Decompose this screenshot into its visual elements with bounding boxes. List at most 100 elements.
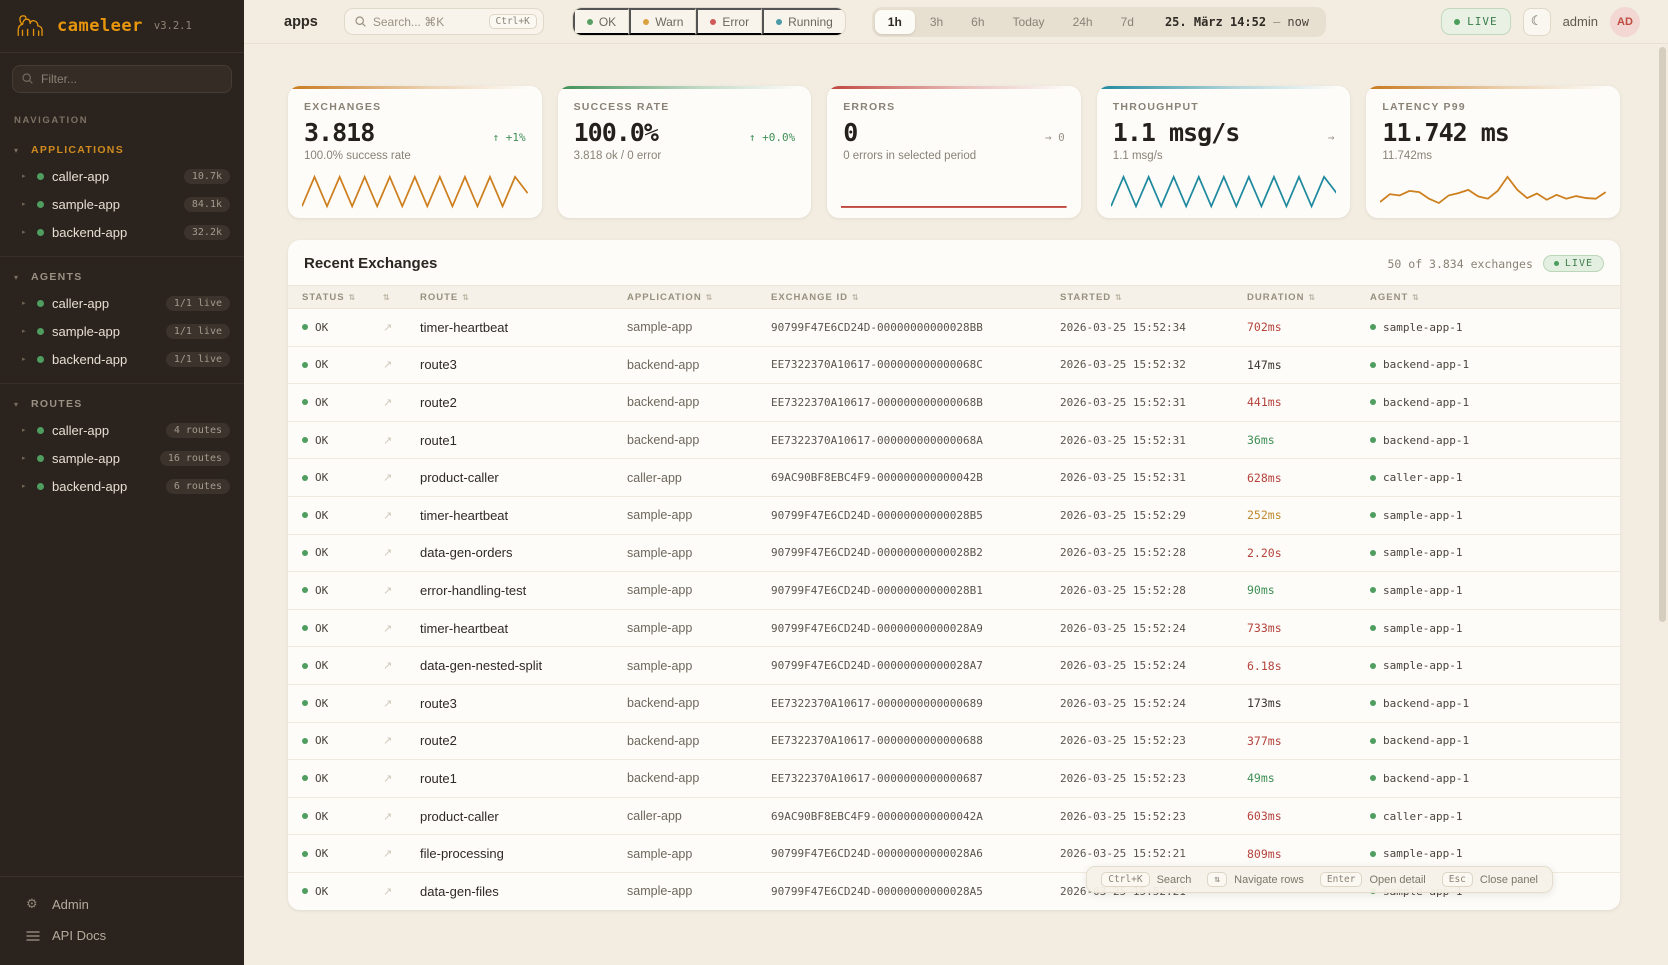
table-row[interactable]: OK ↗ data-gen-nested-split sample-app 90799F… bbox=[288, 647, 1620, 685]
open-exchange-icon[interactable]: ↗ bbox=[383, 433, 393, 447]
sidebar-item-applications-backend-app[interactable]: ▸ backend-app 32.2k bbox=[0, 218, 244, 246]
table-row[interactable]: OK ↗ route2 backend-app EE7322370A10617-0000… bbox=[288, 384, 1620, 422]
open-exchange-icon[interactable]: ↗ bbox=[383, 696, 393, 710]
sidebar-item-applications-caller-app[interactable]: ▸ caller-app 10.7k bbox=[0, 162, 244, 190]
search-box[interactable]: Ctrl+K bbox=[343, 8, 544, 35]
ok-status-dot bbox=[302, 512, 308, 519]
open-exchange-icon[interactable]: ↗ bbox=[383, 847, 393, 861]
application-cell: sample-app bbox=[627, 583, 693, 598]
time-range-7d[interactable]: 7d bbox=[1108, 10, 1147, 34]
sidebar-item-agents-backend-app[interactable]: ▸ backend-app 1/1 live bbox=[0, 345, 244, 373]
column-header-exchange-id[interactable]: EXCHANGE ID ⇅ bbox=[771, 292, 1060, 303]
agent-status-dot bbox=[1370, 775, 1376, 782]
sidebar-item-agents-sample-app[interactable]: ▸ sample-app 1/1 live bbox=[0, 317, 244, 345]
time-range-24h[interactable]: 24h bbox=[1060, 10, 1106, 34]
table-live-badge[interactable]: LIVE bbox=[1542, 255, 1604, 272]
column-header-application[interactable]: APPLICATION ⇅ bbox=[627, 292, 771, 303]
open-exchange-icon[interactable]: ↗ bbox=[383, 358, 393, 372]
time-range-6h[interactable]: 6h bbox=[958, 10, 997, 34]
application-cell: backend-app bbox=[627, 733, 700, 748]
theme-toggle-button[interactable]: ☾ bbox=[1522, 7, 1551, 36]
column-header-duration[interactable]: DURATION ⇅ bbox=[1247, 292, 1370, 303]
open-exchange-icon[interactable]: ↗ bbox=[383, 395, 393, 409]
open-exchange-icon[interactable]: ↗ bbox=[383, 771, 393, 785]
live-badge[interactable]: LIVE bbox=[1441, 8, 1511, 35]
kpi-card-success-rate[interactable]: SUCCESS RATE 100.0% ↑ +0.0% 3.818 ok / 0 er… bbox=[557, 86, 812, 218]
table-row[interactable]: OK ↗ error-handling-test sample-app 90799F47… bbox=[288, 572, 1620, 610]
live-label: LIVE bbox=[1467, 15, 1498, 28]
brand[interactable]: cameleer v3.2.1 bbox=[0, 0, 244, 53]
table-row[interactable]: OK ↗ timer-heartbeat sample-app 90799F47E6CD… bbox=[288, 497, 1620, 535]
application-cell: backend-app bbox=[627, 357, 700, 372]
sidebar-item-applications-sample-app[interactable]: ▸ sample-app 84.1k bbox=[0, 190, 244, 218]
sidebar-filter-input[interactable] bbox=[12, 65, 232, 93]
column-header-route[interactable]: ROUTE ⇅ bbox=[420, 292, 627, 303]
sidebar-section-header-routes[interactable]: ▾ ROUTES bbox=[0, 392, 244, 416]
open-exchange-icon[interactable]: ↗ bbox=[383, 659, 393, 673]
status-filter-group: OK Warn Error Running bbox=[571, 7, 846, 36]
kpi-card-throughput[interactable]: THROUGHPUT 1.1 msg/s → 1.1 msg/s bbox=[1096, 86, 1351, 218]
open-exchange-icon[interactable]: ↗ bbox=[383, 884, 393, 898]
kpi-subtitle: 11.742ms bbox=[1382, 150, 1433, 162]
table-row[interactable]: OK ↗ route3 backend-app EE7322370A10617-0000… bbox=[288, 685, 1620, 723]
exchange-id-cell: 69AC90BF8EBC4F9-000000000000042B bbox=[771, 471, 983, 485]
gear-icon: ⚙ bbox=[26, 897, 38, 912]
duration-cell: 90ms bbox=[1247, 583, 1275, 598]
application-cell: backend-app bbox=[627, 696, 700, 711]
table-row[interactable]: OK ↗ file-processing sample-app 90799F47E6CD… bbox=[288, 835, 1620, 873]
table-row[interactable]: OK ↗ data-gen-orders sample-app 90799F47E6CD… bbox=[288, 535, 1620, 573]
time-range-3h[interactable]: 3h bbox=[917, 10, 956, 34]
kpi-card-latency-p99[interactable]: LATENCY P99 11.742 ms 11.742ms bbox=[1366, 86, 1620, 218]
avatar[interactable]: AD bbox=[1610, 6, 1640, 37]
open-exchange-icon[interactable]: ↗ bbox=[383, 809, 393, 823]
column-header-status[interactable]: STATUS ⇅ bbox=[302, 292, 383, 303]
table-row[interactable]: OK ↗ timer-heartbeat sample-app 90799F47E6CD… bbox=[288, 309, 1620, 347]
sidebar-footer-api-docs[interactable]: API Docs bbox=[0, 920, 244, 951]
kpi-card-errors[interactable]: ERRORS 0 → 0 0 errors in selected period bbox=[827, 86, 1081, 218]
agent-name: sample-app-1 bbox=[1383, 621, 1463, 635]
status-cell: OK bbox=[302, 434, 383, 447]
open-exchange-icon[interactable]: ↗ bbox=[383, 734, 393, 748]
status-filter-ok[interactable]: OK bbox=[572, 8, 630, 35]
time-range-today[interactable]: Today bbox=[1000, 10, 1058, 34]
kpi-card-exchanges[interactable]: EXCHANGES 3.818 ↑ +1% 100.0% success rate bbox=[288, 86, 542, 218]
sidebar-item-label: sample-app bbox=[52, 450, 120, 466]
table-row[interactable]: OK ↗ route1 backend-app EE7322370A10617-0000… bbox=[288, 422, 1620, 460]
status-filter-warn[interactable]: Warn bbox=[629, 8, 697, 35]
time-range-1h[interactable]: 1h bbox=[874, 9, 915, 34]
scrollbar[interactable] bbox=[1658, 46, 1666, 965]
sidebar-item-agents-caller-app[interactable]: ▸ caller-app 1/1 live bbox=[0, 289, 244, 317]
status-filter-error[interactable]: Error bbox=[696, 8, 763, 35]
sidebar-item-routes-backend-app[interactable]: ▸ backend-app 6 routes bbox=[0, 472, 244, 500]
table-row[interactable]: OK ↗ route1 backend-app EE7322370A10617-0000… bbox=[288, 760, 1620, 798]
table-row[interactable]: OK ↗ route3 backend-app EE7322370A10617-0000… bbox=[288, 347, 1620, 385]
kpi-subtitle: 100.0% success rate bbox=[304, 150, 411, 162]
sidebar-section-header-applications[interactable]: ▾ APPLICATIONS bbox=[0, 138, 244, 162]
column-header-link[interactable]: ⇅ bbox=[383, 293, 420, 302]
open-exchange-icon[interactable]: ↗ bbox=[383, 546, 393, 560]
open-exchange-icon[interactable]: ↗ bbox=[383, 320, 393, 334]
sidebar-item-routes-sample-app[interactable]: ▸ sample-app 16 routes bbox=[0, 444, 244, 472]
sidebar-section-header-agents[interactable]: ▾ AGENTS bbox=[0, 265, 244, 289]
open-exchange-icon[interactable]: ↗ bbox=[383, 508, 393, 522]
duration-cell: 173ms bbox=[1247, 696, 1282, 711]
sidebar-item-label: caller-app bbox=[52, 422, 110, 438]
table-row[interactable]: OK ↗ route2 backend-app EE7322370A10617-0000… bbox=[288, 723, 1620, 761]
sidebar-footer-admin[interactable]: ⚙ Admin bbox=[0, 889, 244, 920]
table-row[interactable]: OK ↗ product-caller caller-app 69AC90BF8EBC4… bbox=[288, 798, 1620, 836]
column-header-started[interactable]: STARTED ⇅ bbox=[1060, 292, 1247, 303]
sidebar-item-routes-caller-app[interactable]: ▸ caller-app 4 routes bbox=[0, 416, 244, 444]
search-input[interactable] bbox=[372, 14, 483, 29]
open-exchange-icon[interactable]: ↗ bbox=[383, 471, 393, 485]
open-exchange-icon[interactable]: ↗ bbox=[383, 621, 393, 635]
chevron-down-icon: ▾ bbox=[14, 145, 19, 155]
context-label[interactable]: apps bbox=[284, 13, 318, 30]
table-row[interactable]: OK ↗ product-caller caller-app 69AC90BF8EBC4… bbox=[288, 459, 1620, 497]
column-header-agent[interactable]: AGENT ⇅ bbox=[1370, 292, 1620, 303]
scrollbar-thumb[interactable] bbox=[1659, 47, 1666, 622]
table-row[interactable]: OK ↗ timer-heartbeat sample-app 90799F47E6CD… bbox=[288, 610, 1620, 648]
status-filter-running[interactable]: Running bbox=[762, 8, 845, 35]
application-cell: sample-app bbox=[627, 621, 693, 636]
open-exchange-icon[interactable]: ↗ bbox=[383, 583, 393, 597]
shortcut-key: Enter bbox=[1319, 872, 1363, 887]
